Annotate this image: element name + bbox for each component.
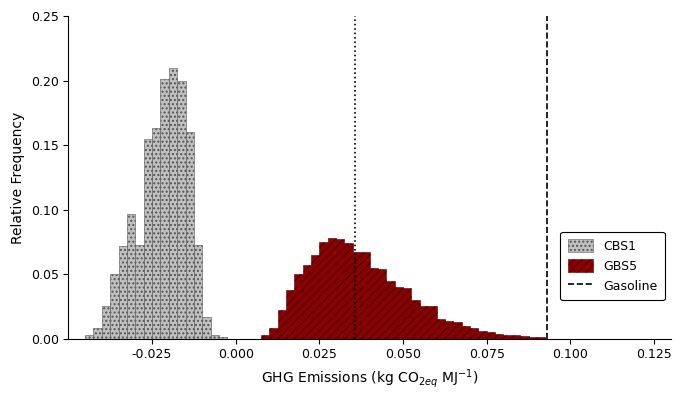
Y-axis label: Relative Frequency: Relative Frequency — [11, 111, 25, 243]
Bar — [85, 335, 93, 339]
Bar — [470, 328, 478, 339]
X-axis label: GHG Emissions (kg CO$_{2eq}$ MJ$^{-1}$): GHG Emissions (kg CO$_{2eq}$ MJ$^{-1}$) — [261, 367, 478, 390]
Bar — [136, 245, 144, 339]
Bar — [202, 317, 210, 339]
Bar — [93, 328, 102, 339]
Bar — [462, 326, 470, 339]
Bar — [169, 68, 177, 339]
Bar — [327, 238, 336, 339]
Bar — [378, 269, 386, 339]
Bar — [319, 242, 327, 339]
Bar — [370, 268, 378, 339]
Bar — [127, 214, 136, 339]
Bar — [219, 337, 227, 339]
Bar — [210, 335, 219, 339]
Bar — [186, 132, 194, 339]
Bar — [277, 310, 286, 339]
Bar — [403, 288, 412, 339]
Bar — [520, 336, 529, 339]
Bar — [261, 335, 269, 339]
Bar — [453, 322, 462, 339]
Bar — [152, 128, 160, 339]
Bar — [478, 331, 487, 339]
Bar — [412, 300, 420, 339]
Bar — [303, 265, 311, 339]
Legend: CBS1, GBS5, Gasoline: CBS1, GBS5, Gasoline — [560, 232, 664, 300]
Bar — [487, 332, 495, 339]
Bar — [395, 287, 403, 339]
Bar — [428, 306, 436, 339]
Bar — [495, 334, 503, 339]
Bar — [102, 306, 110, 339]
Bar — [119, 246, 127, 339]
Bar — [353, 252, 361, 339]
Bar — [503, 335, 512, 339]
Bar — [144, 139, 152, 339]
Bar — [345, 243, 353, 339]
Bar — [537, 337, 545, 339]
Bar — [512, 335, 520, 339]
Bar — [110, 274, 119, 339]
Bar — [336, 239, 345, 339]
Bar — [269, 328, 277, 339]
Bar — [286, 290, 295, 339]
Bar — [160, 79, 169, 339]
Bar — [361, 252, 370, 339]
Bar — [420, 306, 428, 339]
Bar — [436, 319, 445, 339]
Bar — [445, 321, 453, 339]
Bar — [295, 274, 303, 339]
Bar — [311, 255, 319, 339]
Bar — [177, 81, 186, 339]
Bar — [529, 337, 537, 339]
Bar — [194, 245, 202, 339]
Bar — [386, 281, 395, 339]
